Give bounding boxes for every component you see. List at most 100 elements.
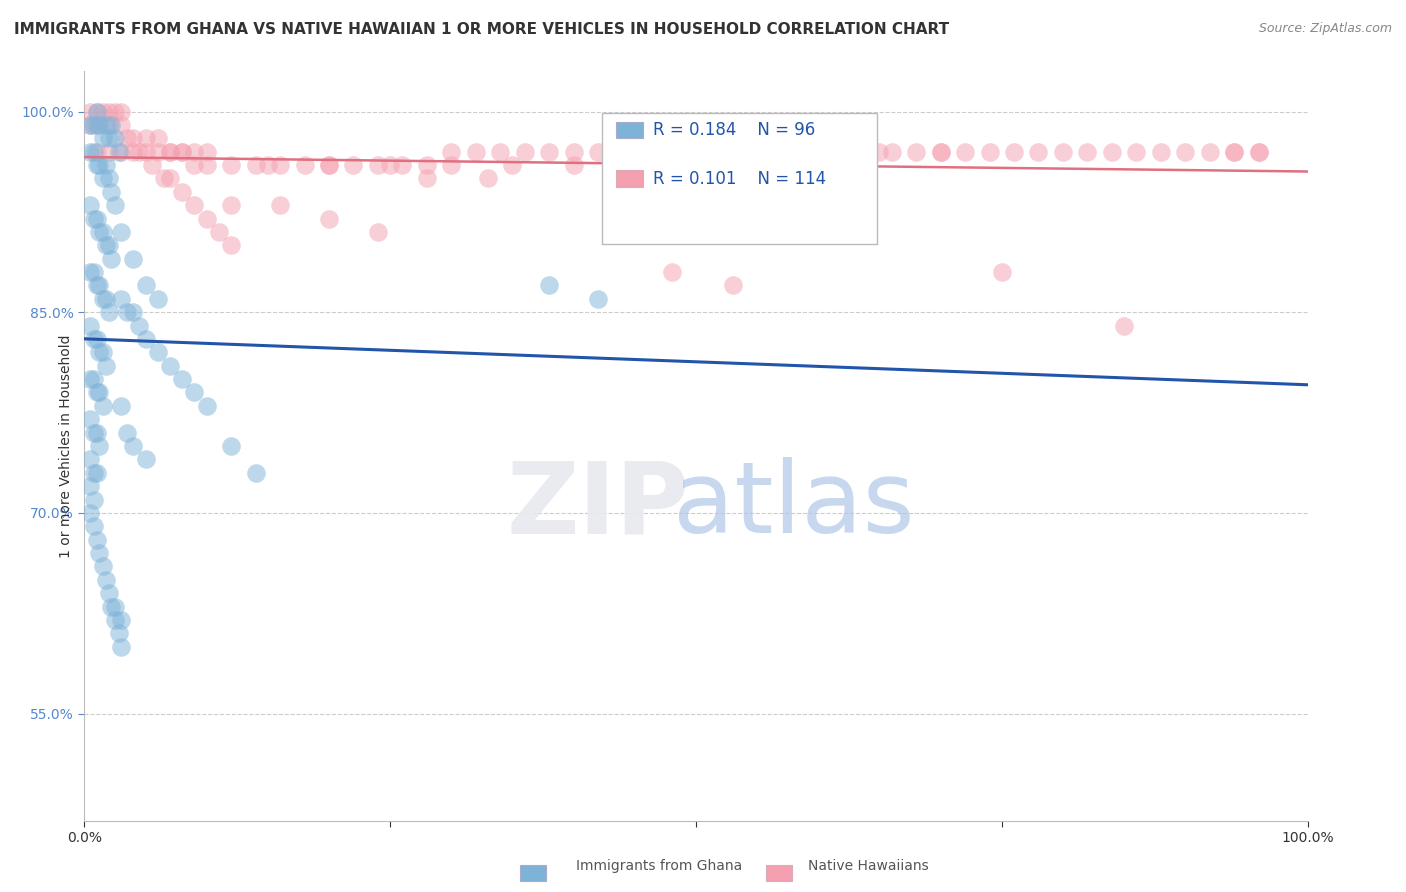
Point (87, 546, 110, 560)
Point (100, 252, 122, 266)
Point (110, 118, 132, 132)
Text: Source: ZipAtlas.com: Source: ZipAtlas.com (1258, 22, 1392, 36)
Point (183, 158, 205, 172)
Point (97, 305, 120, 319)
Point (1052, 145, 1074, 159)
Point (96, 292, 118, 306)
Point (96, 118, 118, 132)
Point (128, 318, 150, 333)
Point (79, 265, 101, 279)
Point (86, 385, 108, 400)
Point (104, 131, 127, 145)
Point (562, 158, 585, 172)
Point (110, 225, 132, 239)
Point (183, 145, 205, 159)
Point (1223, 145, 1246, 159)
Point (97, 238, 120, 252)
Point (612, 145, 634, 159)
Point (1247, 145, 1270, 159)
Point (502, 158, 524, 172)
Point (79, 479, 101, 493)
FancyBboxPatch shape (616, 121, 644, 138)
Point (747, 145, 769, 159)
Point (110, 145, 132, 159)
Point (685, 145, 707, 159)
Point (1101, 145, 1123, 159)
Point (146, 345, 169, 359)
Point (440, 158, 463, 172)
Point (96, 158, 118, 172)
Point (979, 145, 1001, 159)
Point (110, 399, 132, 413)
Point (110, 640, 132, 654)
Point (122, 131, 145, 145)
Point (128, 145, 150, 159)
Point (513, 145, 536, 159)
Point (79, 198, 101, 212)
Point (135, 452, 157, 467)
Point (97, 118, 120, 132)
Point (79, 104, 101, 119)
Point (83, 466, 105, 480)
Point (367, 225, 389, 239)
FancyBboxPatch shape (602, 112, 877, 244)
Point (83, 332, 105, 346)
Point (416, 171, 439, 186)
Point (122, 305, 145, 319)
Point (122, 252, 145, 266)
Point (391, 158, 413, 172)
Point (219, 439, 242, 453)
Point (318, 211, 340, 226)
Point (1028, 145, 1050, 159)
Point (104, 613, 127, 627)
Point (115, 305, 138, 319)
Point (172, 372, 194, 386)
Text: R = 0.101    N = 114: R = 0.101 N = 114 (654, 169, 827, 187)
Point (172, 185, 194, 199)
Point (172, 145, 194, 159)
Point (685, 145, 707, 159)
Point (318, 158, 340, 172)
Point (135, 278, 157, 293)
Point (153, 171, 176, 186)
Point (110, 292, 132, 306)
Point (87, 118, 110, 132)
Point (110, 104, 132, 119)
Point (1125, 145, 1147, 159)
Point (91, 131, 114, 145)
Text: Immigrants from Ghana: Immigrants from Ghana (576, 859, 742, 872)
Point (96, 359, 118, 373)
Point (440, 145, 463, 159)
Point (83, 145, 105, 159)
Point (538, 145, 561, 159)
Point (91, 292, 114, 306)
Point (97, 145, 120, 159)
Point (79, 118, 101, 132)
Point (86, 332, 108, 346)
Point (83, 265, 105, 279)
Point (110, 613, 132, 627)
Point (661, 265, 683, 279)
Point (880, 145, 903, 159)
Text: IMMIGRANTS FROM GHANA VS NATIVE HAWAIIAN 1 OR MORE VEHICLES IN HOUSEHOLD CORRELA: IMMIGRANTS FROM GHANA VS NATIVE HAWAIIAN… (14, 22, 949, 37)
Point (477, 171, 499, 186)
Point (159, 359, 181, 373)
Point (269, 158, 291, 172)
Point (245, 466, 267, 480)
Point (562, 145, 585, 159)
Point (86, 145, 108, 159)
Point (1198, 145, 1220, 159)
Point (1174, 145, 1197, 159)
Point (79, 506, 101, 520)
Point (86, 104, 108, 119)
Point (146, 292, 169, 306)
Point (1114, 318, 1136, 333)
Point (96, 573, 118, 587)
Point (87, 345, 110, 359)
Point (219, 158, 242, 172)
Point (135, 131, 157, 145)
Point (79, 412, 101, 426)
Point (97, 171, 120, 186)
Point (783, 145, 806, 159)
Point (79, 372, 101, 386)
